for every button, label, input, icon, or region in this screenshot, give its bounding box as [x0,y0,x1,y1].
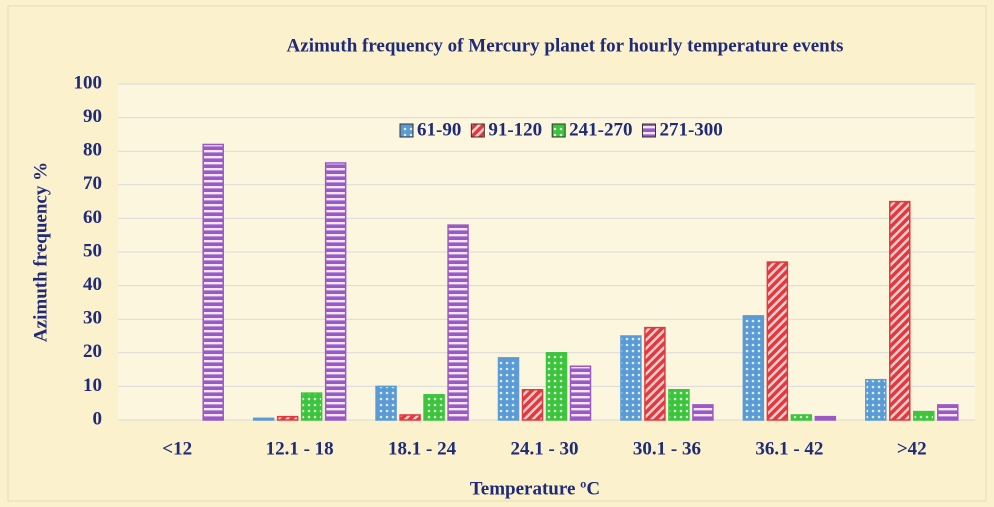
legend-label: 91-120 [488,119,542,140]
legend-swatch [399,123,414,138]
legend-label: 271-300 [659,119,722,140]
bar [324,162,347,421]
legend-swatch [641,123,656,138]
y-axis-label: Azimuth frequency % [30,162,51,342]
x-tick-label: <12 [162,438,192,459]
bar [545,352,568,421]
bar [913,410,935,421]
legend-swatch [551,123,566,138]
y-tick-label: 40 [83,274,102,295]
bar [497,357,520,421]
y-tick-label: 30 [83,308,102,329]
bar [865,378,887,421]
bar [423,394,445,421]
y-tick-label: 10 [83,375,102,396]
legend-swatch [470,123,485,138]
bar [620,335,642,421]
chart-title: Azimuth frequency of Mercury planet for … [287,35,844,56]
bar [569,365,592,421]
y-tick-label: 90 [83,106,102,127]
y-tick-label: 100 [74,72,103,93]
x-tick-label: 24.1 - 30 [510,438,578,459]
bar [814,415,837,421]
bar [937,404,959,421]
frame [7,5,987,502]
y-tick-label: 70 [83,173,102,194]
bar [447,224,469,421]
x-tick-label: 12.1 - 18 [266,438,334,459]
y-tick-label: 0 [93,408,103,429]
bar [766,261,789,421]
legend-label: 61-90 [417,119,461,140]
bar [742,315,765,421]
bar [202,143,224,421]
bar [790,414,813,421]
x-tick-label: 30.1 - 36 [633,438,701,459]
x-tick-label: 36.1 - 42 [755,438,823,459]
bar [521,389,544,421]
x-tick-label: >42 [897,438,927,459]
x-axis-label: Temperature ºC [470,478,600,499]
y-tick-label: 80 [83,140,102,161]
bar [668,389,690,421]
bar [644,326,666,421]
bar [692,404,714,421]
y-tick-label: 60 [83,207,102,228]
bar [252,417,275,421]
bar [889,200,911,421]
bar [375,385,397,421]
bar [399,414,421,421]
legend-label: 241-270 [569,119,632,140]
y-tick-label: 50 [83,240,102,261]
bar [276,415,299,421]
bar [300,392,323,421]
y-tick-label: 20 [83,341,102,362]
x-tick-label: 18.1 - 24 [388,438,457,459]
